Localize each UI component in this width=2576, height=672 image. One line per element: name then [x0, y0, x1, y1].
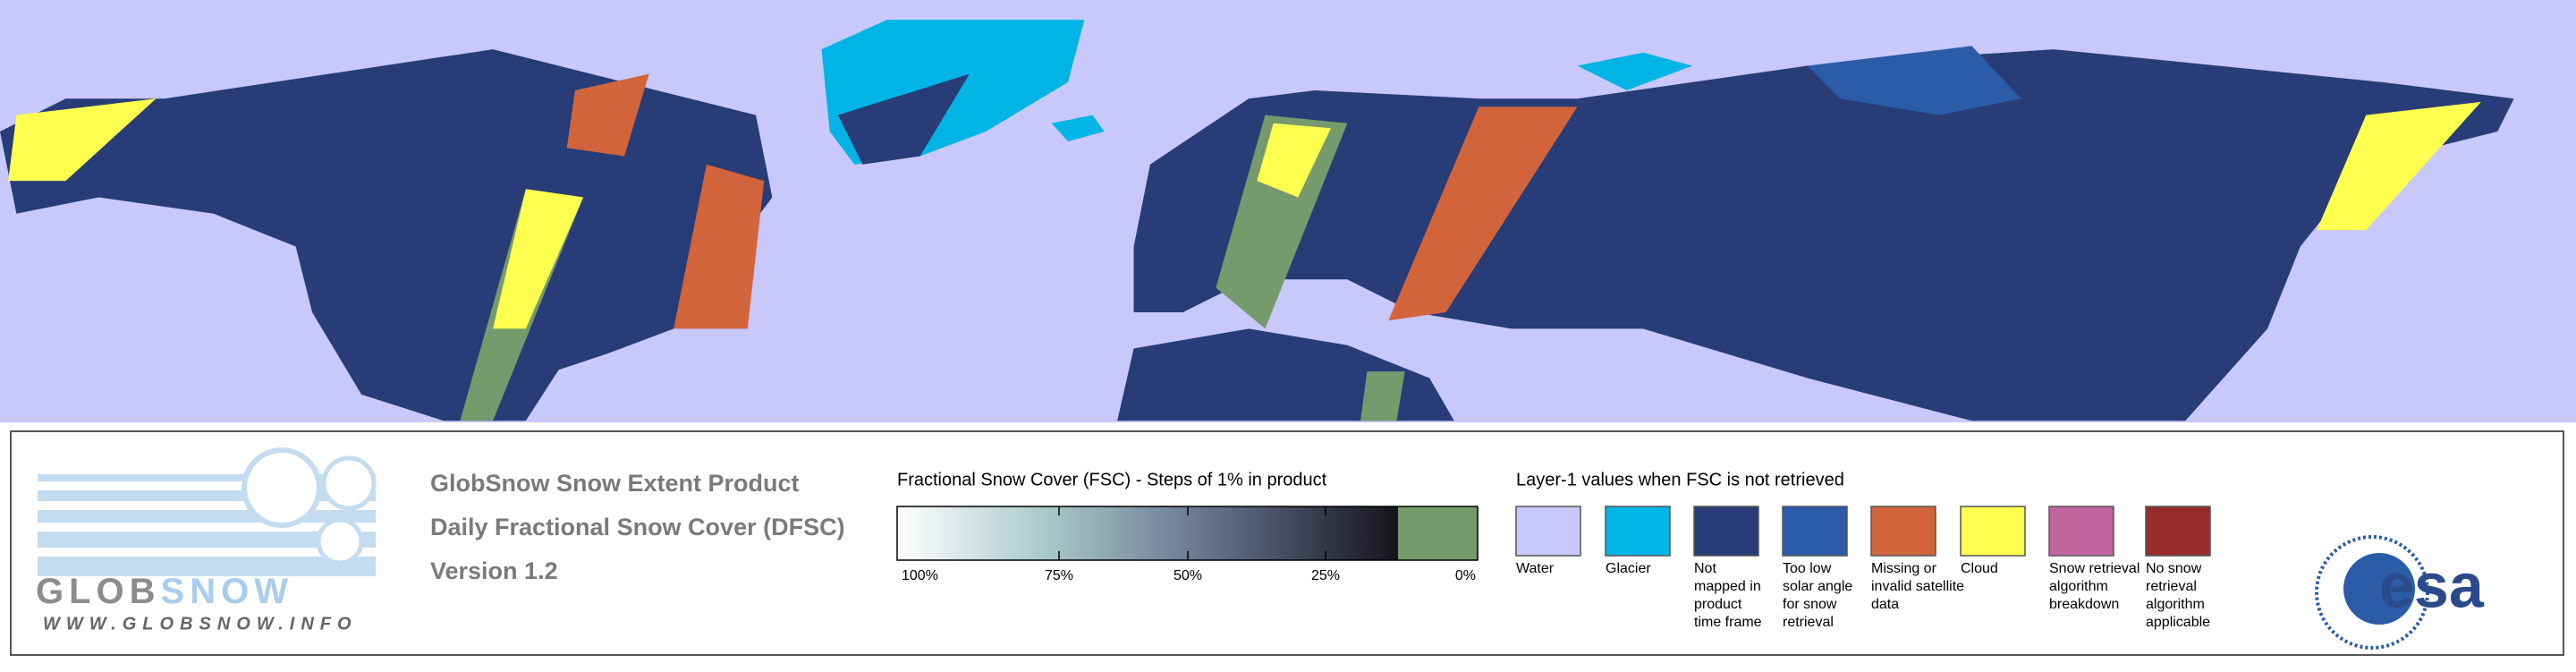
product-line: GlobSnow Snow Extent Product	[430, 470, 800, 497]
colorbar-tick-label: 50%	[1174, 568, 1202, 583]
legend-label-line: No snow	[2146, 561, 2202, 576]
legend-label-line: for snow	[1783, 597, 1837, 612]
legend-label-line: Missing or	[1871, 561, 1937, 576]
product-line: Version 1.2	[430, 557, 558, 584]
svalbard	[1577, 52, 1693, 91]
colorbar-zero	[1398, 506, 1478, 560]
legend-label: Missing or invalid satellite data	[1871, 561, 1964, 612]
logo-stripe	[38, 532, 376, 548]
legend-label: No snow retrieval algorithm applicable	[2146, 561, 2210, 630]
low-solar-band	[1807, 46, 2021, 115]
legend-label-line: Water	[1516, 561, 1555, 576]
colorbar-tick-label: 100%	[902, 568, 938, 583]
cloud-band-europe	[1257, 123, 1331, 198]
logo-url: WWW.GLOBSNOW.INFO	[43, 614, 358, 634]
legend-label: Snow retrieval algorithm breakdown	[2049, 561, 2140, 612]
greenland-south	[837, 73, 970, 165]
legend-swatch	[2048, 506, 2114, 557]
missing-band-russia	[1388, 106, 1578, 321]
colorbar-tick-label: 0%	[1455, 568, 1476, 583]
globsnow-logo: GLOBSNOW WWW.GLOBSNOW.INFO	[36, 447, 377, 634]
legend-label-line: algorithm	[2146, 597, 2205, 612]
legend-label-line: applicable	[2146, 615, 2210, 630]
snowfree-band-africa	[1360, 371, 1405, 421]
legend-label-line: invalid satellite	[1871, 579, 1964, 594]
land	[0, 20, 2514, 421]
colorbar-gradient	[897, 506, 1398, 560]
colorbar-tick-label: 75%	[1045, 568, 1073, 583]
legend-label-line: algorithm	[2049, 579, 2108, 594]
logo-stripe	[38, 510, 376, 523]
missing-band-na	[674, 164, 765, 329]
cloud-band-asia	[2317, 101, 2481, 231]
legend-swatch	[1693, 506, 1759, 557]
iceland	[1051, 115, 1105, 141]
legend-swatch	[1782, 506, 1848, 557]
colorbar-tick-label: 25%	[1311, 568, 1340, 583]
colorbar-ticks: 100% 75% 50% 25% 0%	[902, 506, 1476, 583]
legend-swatch	[1515, 506, 1581, 557]
product-line: Daily Fractional Snow Cover (DFSC)	[430, 514, 845, 540]
legend-label: Too low solar angle for snow retrieval	[1783, 561, 1852, 630]
esa-ring	[2315, 535, 2429, 650]
esa-logo: esa	[2315, 535, 2485, 650]
esa-disc	[2343, 553, 2415, 625]
snowflake	[242, 447, 322, 528]
logo-name-part: GLOB	[36, 572, 161, 611]
legend-label-line: solar angle	[1783, 579, 1852, 594]
logo-name: GLOBSNOW	[36, 572, 293, 611]
legend-label-line: Too low	[1783, 561, 1832, 576]
snowfree-band-europe	[1216, 115, 1348, 329]
legend-label-line: Snow retrieval	[2049, 561, 2140, 576]
legend-label-line: data	[1871, 597, 1899, 612]
legend-label-line: breakdown	[2049, 597, 2119, 612]
logo-stripe	[38, 557, 376, 576]
legend-label-line: retrieval	[1783, 615, 1834, 630]
esa-wordmark: esa	[2379, 550, 2485, 620]
legend-label-line: Cloud	[1961, 561, 1998, 576]
legend-label-line: time frame	[1694, 615, 1762, 630]
legend-label: Not mapped in product time frame	[1694, 561, 1762, 630]
legend-label: Glacier	[1606, 561, 1651, 576]
legend-swatch	[2145, 506, 2211, 557]
logo-name-part: SNOW	[161, 572, 293, 611]
legend-label: Water	[1516, 561, 1555, 576]
map	[0, 0, 2576, 422]
legend-label-line: mapped in	[1694, 579, 1761, 594]
legend-label-line: product	[1694, 597, 1742, 612]
legend-label-line: Glacier	[1606, 561, 1651, 576]
legend-swatch	[1960, 506, 2026, 557]
layer1-title: Layer-1 values when FSC is not retrieved	[1516, 470, 1844, 489]
legend-label-line: Not	[1694, 561, 1716, 576]
cloud-band-alaska	[8, 98, 157, 182]
legend-label-line: retrieval	[2146, 579, 2197, 594]
snowflake	[321, 455, 377, 511]
legend-swatch	[1870, 506, 1936, 557]
layer1-legend: Water Glacier Not mapped in product time fram…	[1515, 506, 2211, 630]
legend-swatch	[1605, 506, 1671, 557]
snowflake	[316, 517, 364, 566]
product-info: GlobSnow Snow Extent Product Daily Fracti…	[430, 470, 845, 584]
colorbar-title: Fractional Snow Cover (FSC) - Steps of 1…	[897, 470, 1327, 489]
logo-stripe	[38, 474, 376, 481]
missing-band-canada	[566, 73, 649, 157]
legend-label: Cloud	[1961, 561, 1998, 576]
cloud-band-na	[493, 189, 584, 329]
